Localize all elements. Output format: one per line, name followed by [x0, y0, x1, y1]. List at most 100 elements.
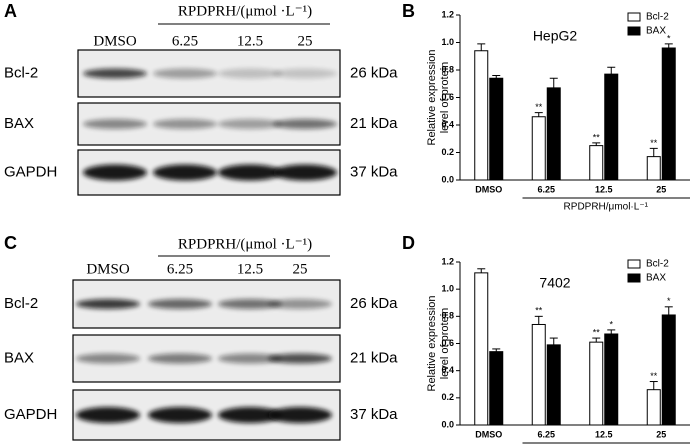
- treatment-header: RPDPRH/(μmol ·L⁻¹): [178, 3, 312, 19]
- blot-band: [273, 68, 337, 79]
- lane-label: DMSO: [86, 261, 130, 277]
- lane-label: 6.25: [167, 261, 193, 277]
- blot-band: [148, 353, 212, 364]
- legend-label: Bcl-2: [646, 259, 669, 270]
- blot-band: [218, 353, 282, 364]
- bar: [546, 87, 561, 181]
- bar: [531, 116, 546, 181]
- panel-label: A: [4, 1, 17, 21]
- blot-band: [268, 353, 332, 364]
- y-tick-label: 0.4: [441, 365, 454, 375]
- blot-band: [218, 119, 282, 129]
- y-tick-label: 0.8: [441, 64, 454, 74]
- x-tick-label: 12.5: [595, 184, 613, 194]
- protein-label: GAPDH: [4, 406, 57, 423]
- significance-label: **: [650, 371, 658, 381]
- bar: [646, 389, 661, 426]
- bar: [589, 145, 604, 181]
- legend-swatch: [627, 26, 641, 36]
- significance-label: **: [593, 132, 601, 142]
- protein-label: Bcl-2: [4, 295, 38, 312]
- blot-band: [83, 164, 147, 181]
- y-axis-label-line: Relative expression: [426, 296, 438, 392]
- blot-band: [273, 119, 337, 129]
- y-tick-label: 0.0: [441, 174, 454, 184]
- x-tick-label: DMSO: [475, 429, 502, 439]
- y-axis-label: Relative expressionlevel of protein: [426, 296, 451, 392]
- x-tick-label: 6.25: [537, 429, 555, 439]
- significance-label: **: [593, 327, 601, 337]
- treatment-header: RPDPRH/(μmol ·L⁻¹): [178, 236, 312, 252]
- x-tick-label: 12.5: [595, 429, 613, 439]
- protein-label: GAPDH: [4, 163, 57, 180]
- legend-swatch: [627, 259, 641, 269]
- x-tick-label: DMSO: [475, 184, 502, 194]
- lane-label: DMSO: [93, 33, 137, 49]
- bar: [489, 77, 504, 181]
- y-tick-label: 0.2: [441, 392, 454, 402]
- bar: [646, 156, 661, 181]
- significance-label: *: [667, 296, 671, 306]
- blot-band: [83, 119, 147, 129]
- size-label: 26 kDa: [350, 64, 398, 81]
- legend-label: Bcl-2: [646, 12, 669, 23]
- panel-label: C: [4, 233, 17, 253]
- bar: [604, 73, 619, 181]
- blot-band: [153, 68, 217, 79]
- legend-label: BAX: [646, 273, 666, 284]
- chart-title: 7402: [539, 275, 570, 291]
- bar: [489, 351, 504, 426]
- bar: [474, 50, 489, 181]
- x-tick-label: 25: [656, 429, 666, 439]
- lane-label: 12.5: [237, 261, 263, 277]
- lane-label: 25: [298, 33, 313, 49]
- size-label: 21 kDa: [350, 115, 398, 132]
- bar: [604, 333, 619, 426]
- blot-band: [153, 119, 217, 129]
- y-axis-label-line: Relative expression: [426, 50, 438, 146]
- x-axis-label: RPDPRH/μmol·L⁻¹: [564, 202, 649, 213]
- legend-label: BAX: [646, 26, 666, 37]
- blot-band: [218, 299, 282, 309]
- significance-label: **: [650, 138, 658, 148]
- y-tick-label: 0.6: [441, 338, 454, 348]
- blot-band: [148, 407, 212, 423]
- lane-label: 6.25: [172, 33, 198, 49]
- bar: [661, 47, 676, 181]
- size-label: 37 kDa: [350, 163, 398, 180]
- blot-band: [76, 353, 140, 364]
- size-label: 21 kDa: [350, 349, 398, 366]
- lane-label: 25: [293, 261, 308, 277]
- y-tick-label: 1.2: [441, 256, 454, 266]
- panel-label: D: [402, 233, 415, 253]
- y-tick-label: 1.0: [441, 37, 454, 47]
- blot-band: [83, 68, 147, 79]
- y-tick-label: 0.0: [441, 419, 454, 429]
- blot-band: [76, 299, 140, 309]
- y-tick-label: 0.4: [441, 119, 454, 129]
- significance-label: *: [667, 33, 671, 43]
- blot-band: [268, 407, 332, 423]
- y-axis-label-line: level of protein: [439, 62, 451, 134]
- y-tick-label: 0.8: [441, 311, 454, 321]
- y-tick-label: 0.2: [441, 147, 454, 157]
- blot-band: [153, 164, 217, 181]
- panel-label: B: [402, 1, 415, 21]
- blot-band: [218, 68, 282, 79]
- blot-band: [148, 299, 212, 309]
- x-tick-label: 25: [656, 184, 666, 194]
- y-axis-label-line: level of protein: [439, 308, 451, 380]
- protein-label: BAX: [4, 115, 34, 132]
- legend-swatch: [627, 12, 641, 22]
- size-label: 26 kDa: [350, 295, 398, 312]
- bar: [546, 344, 561, 426]
- significance-label: *: [609, 319, 613, 329]
- y-tick-label: 1.2: [441, 9, 454, 19]
- protein-label: BAX: [4, 349, 34, 366]
- lane-label: 12.5: [237, 33, 263, 49]
- significance-label: **: [535, 306, 543, 316]
- bar: [589, 341, 604, 426]
- size-label: 37 kDa: [350, 406, 398, 423]
- blot-band: [76, 407, 140, 423]
